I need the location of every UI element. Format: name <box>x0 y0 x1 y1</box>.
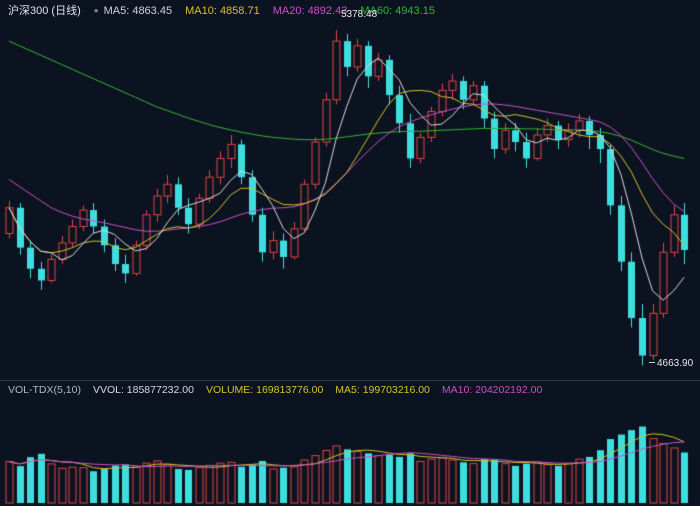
chart-header: 沪深300 (日线) ● MA5: 4863.45 MA10: 4858.71 MA20… <box>8 4 448 18</box>
volume-header: VOL-TDX(5,10) VVOL: 185877232.00 VOLUME: 1… <box>8 384 554 397</box>
ma10-value-label: MA10: 4858.71 <box>185 5 260 17</box>
volume-ma10-label: MA10: 204202192.00 <box>441 384 543 396</box>
period-high-label: 5378.48 <box>341 9 378 20</box>
volume-value-label: VOLUME: 169813776.00 <box>205 384 324 396</box>
volume-chart-canvas[interactable] <box>0 381 700 506</box>
symbol-title: 沪深300 (日线) <box>8 5 81 17</box>
ma20-value-label: MA20: 4892.43 <box>272 5 348 17</box>
pane-divider <box>0 380 700 381</box>
ma60-value-label: MA60: 4943.15 <box>360 5 435 17</box>
candlestick-chart-canvas[interactable] <box>0 0 700 380</box>
volume-ma5-label: MA5: 199703216.00 <box>335 384 430 396</box>
volume-indicator-title: VOL-TDX(5,10) <box>8 384 81 396</box>
ma5-value-label: MA5: 4863.45 <box>103 5 173 17</box>
period-low-label: 4663.90 <box>649 358 693 369</box>
low-tick-mark <box>649 362 655 363</box>
vvol-value-label: VVOL: 185877232.00 <box>92 384 194 396</box>
indicator-dot-icon: ● <box>93 6 99 15</box>
